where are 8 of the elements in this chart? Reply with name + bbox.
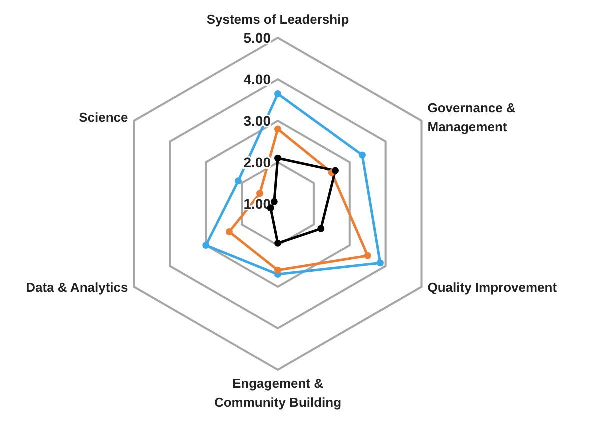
spoke-label: Science <box>79 110 128 125</box>
y-tick-label: 5.00 <box>244 30 272 46</box>
spoke-label: Governance & Management <box>428 100 516 134</box>
spoke-label: Systems of Leadership <box>206 12 350 27</box>
spoke-label: Data & Analytics <box>26 280 128 295</box>
spoke-label: Quality Improvement <box>428 280 558 295</box>
y-tick-label: 4.00 <box>244 72 272 88</box>
spoke-label: Engagement & Community Building <box>214 376 342 410</box>
